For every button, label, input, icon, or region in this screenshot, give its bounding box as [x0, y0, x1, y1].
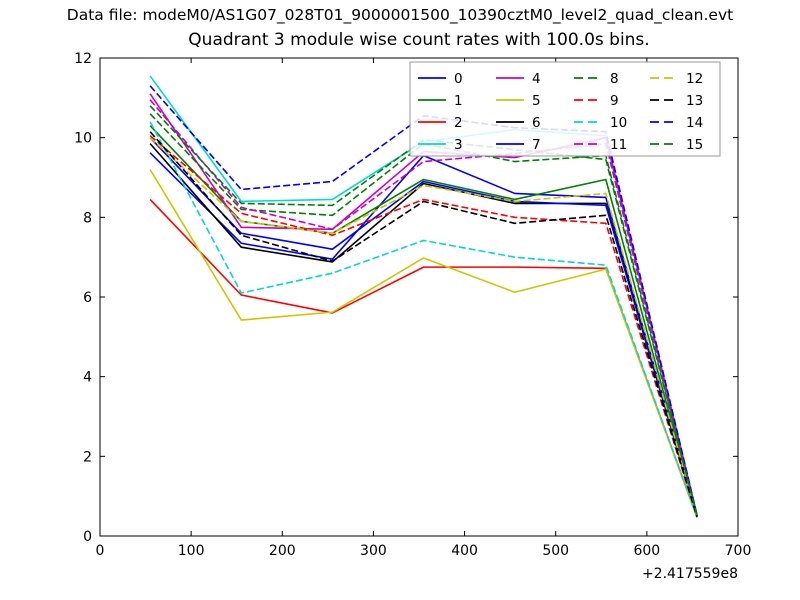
- x-tick-label: 700: [725, 543, 752, 559]
- series-line-6: [149, 143, 698, 517]
- x-axis-offset-label: +2.417559e8: [642, 566, 738, 582]
- legend-label-14: 14: [686, 115, 703, 131]
- data-file-suptitle: Data file: modeM0/AS1G07_028T01_90000015…: [66, 6, 734, 24]
- series-line-13: [149, 131, 698, 518]
- y-tick-label: 2: [83, 449, 92, 465]
- y-tick-label: 0: [83, 529, 92, 545]
- x-tick-label: 400: [451, 543, 478, 559]
- series-line-5: [149, 169, 698, 518]
- series-line-9: [149, 135, 698, 518]
- legend-label-12: 12: [686, 71, 703, 87]
- y-tick-label: 12: [74, 51, 92, 67]
- series-line-12: [149, 137, 698, 517]
- series-line-7: [149, 137, 698, 517]
- legend-label-11: 11: [610, 137, 627, 153]
- legend-label-13: 13: [686, 93, 703, 109]
- legend-label-7: 7: [532, 137, 541, 153]
- x-tick-label: 0: [96, 543, 105, 559]
- legend-label-9: 9: [610, 93, 619, 109]
- y-tick-label: 10: [74, 131, 92, 147]
- legend-label-5: 5: [532, 93, 541, 109]
- legend-label-3: 3: [454, 137, 463, 153]
- chart-title: Quadrant 3 module wise count rates with …: [188, 30, 650, 50]
- x-tick-label: 500: [542, 543, 569, 559]
- legend-label-6: 6: [532, 115, 541, 131]
- x-tick-label: 100: [178, 543, 205, 559]
- x-tick-label: 300: [360, 543, 387, 559]
- legend-label-15: 15: [686, 137, 703, 153]
- x-tick-label: 600: [633, 543, 660, 559]
- legend-label-8: 8: [610, 71, 619, 87]
- legend-label-2: 2: [454, 115, 463, 131]
- y-tick-label: 6: [83, 290, 92, 306]
- legend-label-4: 4: [532, 71, 541, 87]
- legend-label-10: 10: [610, 115, 627, 131]
- y-tick-label: 4: [83, 370, 92, 386]
- y-tick-label: 8: [83, 210, 92, 226]
- series-line-10: [149, 121, 698, 518]
- legend-label-0: 0: [454, 71, 463, 87]
- x-tick-label: 200: [269, 543, 296, 559]
- legend-label-1: 1: [454, 93, 463, 109]
- series-line-15: [149, 105, 698, 516]
